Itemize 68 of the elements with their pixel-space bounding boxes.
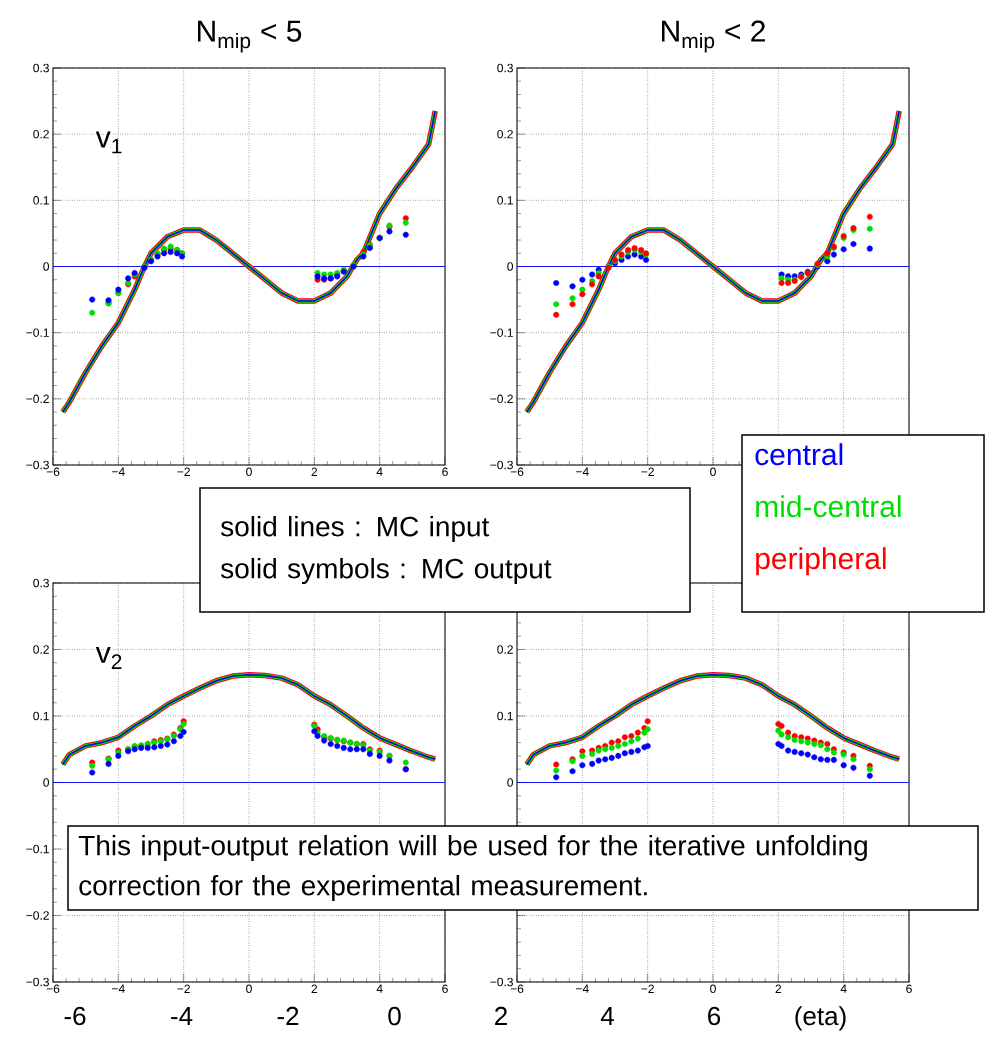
y-tick-label: 0.3 [33, 63, 49, 73]
y-tick-label: −0.2 [490, 394, 513, 404]
text: 2 [495, 1006, 507, 1025]
y-tick-label: 0.2 [497, 645, 513, 654]
y-tick-label: 0.2 [33, 645, 49, 654]
x-tick-label: 0 [246, 467, 252, 477]
x-tick-label: 4 [376, 467, 383, 476]
x-tick-label: −2 [641, 984, 654, 993]
chart-title: N$_{mip}$ < 2 [662, 20, 765, 53]
annotation: solid symbols : MC output [220, 557, 552, 585]
y-tick-label: 0.3 [497, 63, 513, 73]
text: central [755, 443, 843, 466]
text: peripheral [756, 547, 886, 576]
chart-title: N$_{mip}$ < 5 [198, 20, 302, 53]
text: -2 [277, 1006, 299, 1025]
y-tick-label: 0.1 [33, 196, 49, 205]
x-tick-label: −2 [177, 467, 190, 476]
y-tick-label: 0 [43, 262, 49, 271]
x-tick-label: 0 [710, 984, 716, 994]
y-tick-label: −0.1 [26, 328, 49, 337]
x-tick-label: −4 [112, 984, 125, 993]
y-tick-label: 0.1 [497, 711, 513, 721]
y-tick-label: 0.1 [33, 711, 49, 721]
x-tick-label: 2 [311, 467, 318, 476]
x-tick-label: 2 [775, 984, 782, 993]
text: -4 [171, 1007, 193, 1025]
y-tick-label: 0.3 [33, 578, 49, 588]
x-tick-label: −4 [576, 467, 589, 476]
x-tick-label: −2 [641, 467, 654, 476]
y-tick-label: 0 [507, 262, 514, 271]
text: (eta) [795, 1006, 846, 1031]
x-tick-label: 6 [442, 984, 448, 994]
text: 4 [600, 1007, 614, 1025]
x-tick-label: 6 [442, 467, 448, 477]
y-tick-label: −0.3 [26, 460, 49, 470]
y-tick-label: 0.2 [497, 129, 513, 139]
y-tick-label: −0.3 [490, 460, 513, 470]
text: mid-central [756, 495, 901, 518]
y-tick-label: 0 [507, 778, 514, 787]
x-tick-label: 4 [840, 984, 847, 993]
y-tick-label: −0.2 [26, 911, 49, 920]
x-tick-label: 6 [906, 984, 912, 994]
y-tick-label: −0.1 [26, 844, 49, 854]
text: solid lines : MC input [220, 515, 490, 543]
annotation: v$_{1}$ [95, 131, 122, 154]
x-tick-label: 0 [246, 984, 252, 994]
y-tick-label: −0.1 [490, 328, 513, 337]
x-tick-label: 0 [710, 467, 716, 477]
text: -6 [64, 1006, 86, 1026]
y-tick-label: 0.1 [497, 196, 513, 205]
x-tick-label: 2 [311, 984, 318, 993]
annotation: v$_{2}$ [95, 646, 122, 669]
y-tick-label: −0.3 [490, 977, 513, 987]
x-tick-label: 4 [376, 984, 383, 993]
y-tick-label: 0 [43, 778, 49, 787]
x-tick-label: −6 [510, 467, 524, 477]
y-tick-label: 0.2 [33, 129, 49, 139]
text: 0 [388, 1006, 401, 1026]
annotation: This input-output relation will be used for the iterative unfolding correction for the experimental measurement. [78, 834, 867, 902]
x-tick-label: −6 [46, 467, 60, 477]
y-tick-label: −0.3 [26, 977, 49, 987]
x-tick-label: −4 [576, 984, 589, 993]
x-tick-label: −6 [510, 984, 524, 994]
text: 6 [708, 1006, 721, 1026]
x-tick-label: −2 [177, 984, 190, 993]
x-tick-label: −4 [112, 467, 125, 476]
y-tick-label: −0.2 [26, 394, 49, 404]
x-tick-label: −6 [46, 984, 60, 994]
